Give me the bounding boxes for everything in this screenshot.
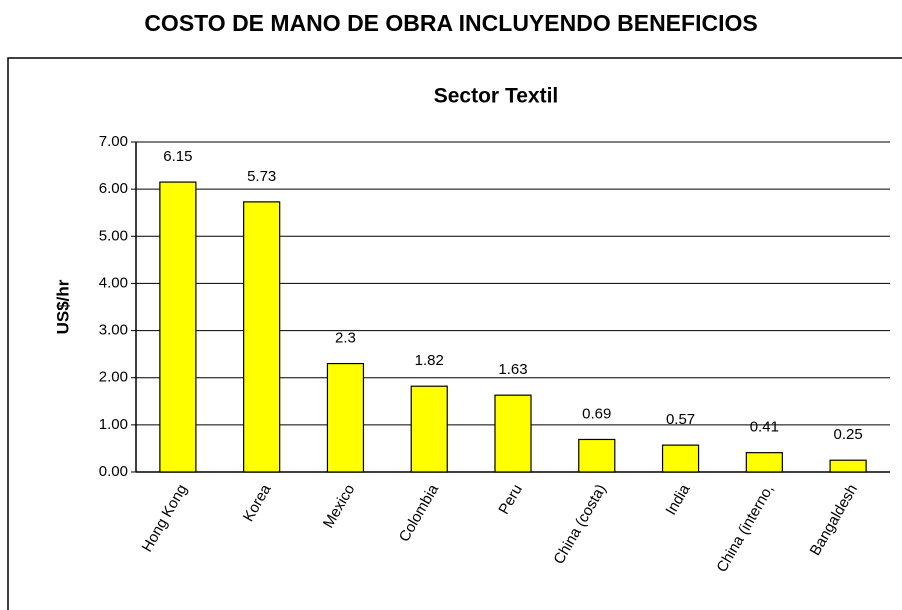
- y-tick-label: 6.00: [99, 180, 128, 197]
- bar: [243, 201, 281, 473]
- y-tick-label: 1.00: [99, 416, 128, 433]
- value-label: 6.15: [163, 148, 192, 165]
- bar: [159, 181, 197, 473]
- y-tick-label: 0.00: [99, 463, 128, 480]
- chart-frame: [7, 57, 902, 610]
- value-label: 0.57: [666, 411, 695, 428]
- bar: [745, 452, 783, 473]
- y-tick-label: 7.00: [99, 133, 128, 150]
- x-tick-label: Bangaldesh: [807, 481, 861, 558]
- bar: [578, 438, 616, 473]
- x-tick-label: India: [662, 481, 693, 518]
- value-label: 0.69: [582, 405, 611, 422]
- y-tick-label: 2.00: [99, 369, 128, 386]
- y-tick-label: 5.00: [99, 227, 128, 244]
- x-tick-label: China (interno,: [713, 481, 777, 575]
- y-tick-label: 4.00: [99, 274, 128, 291]
- bar: [494, 394, 532, 473]
- x-tick-label: Peru: [495, 481, 526, 517]
- value-label: 1.82: [415, 352, 444, 369]
- value-label: 5.73: [247, 168, 276, 185]
- x-tick-label: Colombia: [396, 481, 443, 545]
- bar: [410, 385, 448, 473]
- value-label: 0.25: [834, 426, 863, 443]
- x-tick-label: Hong Kong: [139, 481, 191, 555]
- value-label: 1.63: [498, 361, 527, 378]
- bar: [326, 362, 365, 473]
- value-label: 0.41: [750, 419, 779, 436]
- x-tick-label: Mexico: [320, 481, 358, 531]
- chart-title: Sector Textil: [434, 85, 558, 108]
- value-label: 2.3: [335, 330, 356, 347]
- x-tick-label: China (costa): [550, 481, 609, 567]
- y-axis-label: US$/hr: [53, 279, 72, 334]
- bar: [829, 459, 867, 473]
- y-tick-label: 3.00: [99, 322, 128, 339]
- page-title: COSTO DE MANO DE OBRA INCLUYENDO BENEFIC…: [144, 10, 757, 36]
- x-tick-label: Korea: [240, 481, 275, 525]
- bar: [661, 444, 700, 473]
